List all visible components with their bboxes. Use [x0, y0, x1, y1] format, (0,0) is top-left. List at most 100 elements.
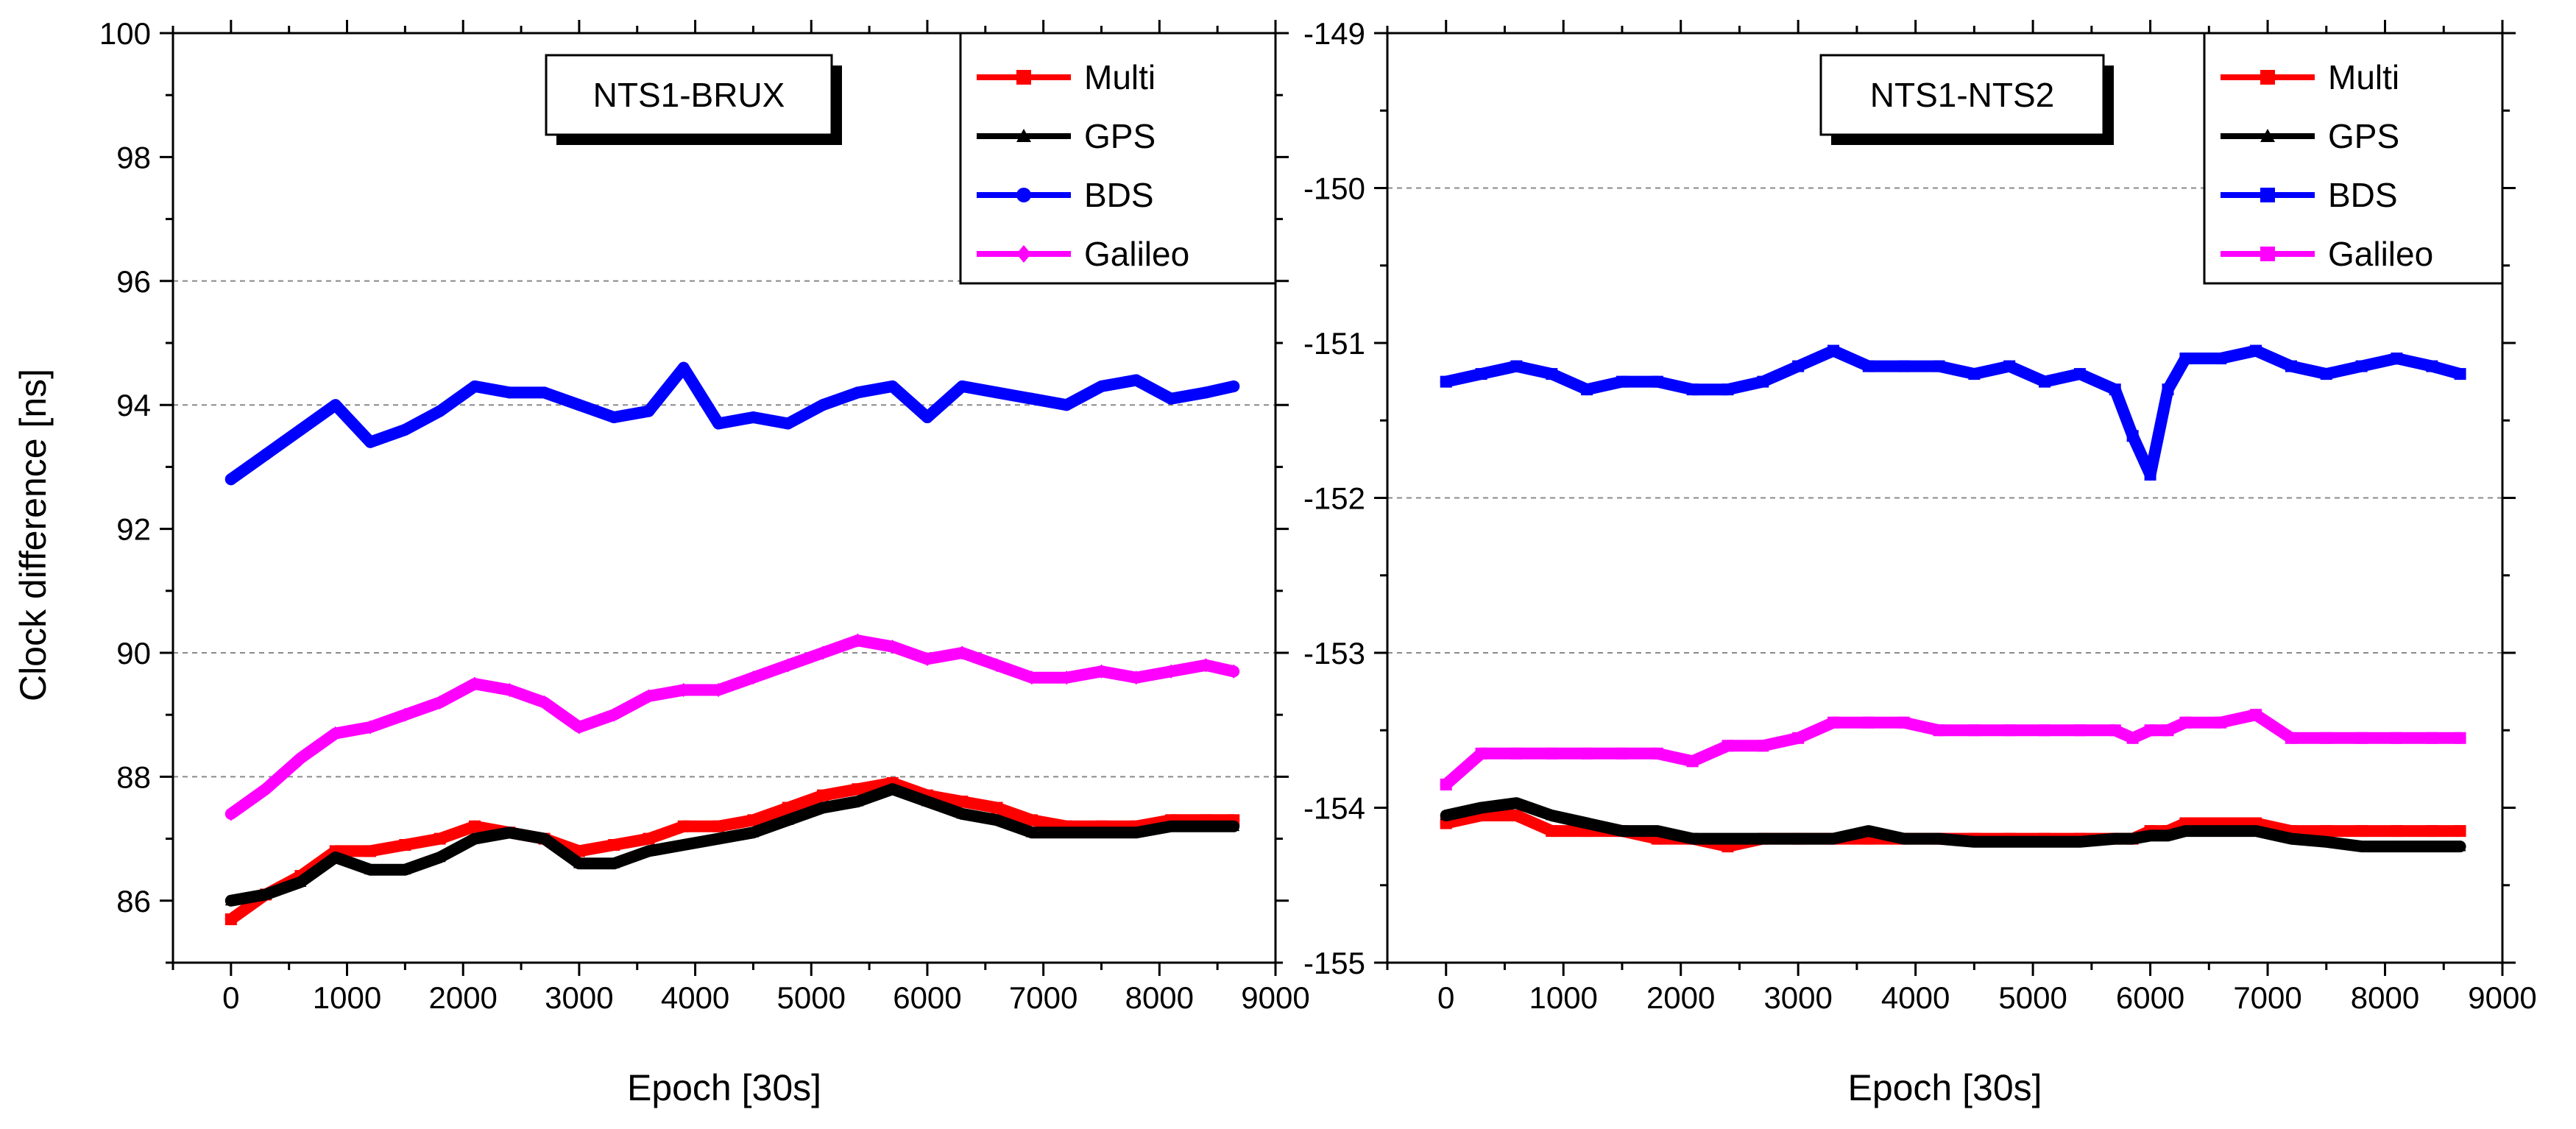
data-point-multi [1510, 810, 1523, 822]
data-point-multi [224, 913, 237, 926]
legend-marker-multi [1016, 70, 1031, 85]
data-point-bds [503, 386, 516, 399]
data-point-gps [2162, 829, 2174, 840]
x-tick-label: 4000 [1881, 980, 1950, 1015]
data-point-galileo [1933, 724, 1945, 737]
data-point-galileo [2250, 709, 2262, 721]
data-point-gps [224, 894, 237, 906]
data-point-gps [1827, 832, 1839, 843]
data-point-galileo [2320, 732, 2332, 744]
data-point-galileo [921, 651, 933, 667]
data-point-galileo [468, 676, 481, 691]
data-point-gps [886, 783, 899, 794]
series-bds [1440, 344, 2466, 481]
data-point-galileo [2391, 732, 2403, 744]
data-point-gps [1792, 832, 1805, 843]
data-point-galileo [1897, 716, 1910, 729]
data-point-gps [329, 851, 342, 863]
data-point-gps [1200, 820, 1212, 832]
data-point-galileo [1165, 664, 1178, 679]
x-tick-label: 1000 [313, 980, 381, 1015]
data-point-galileo [2144, 724, 2156, 737]
data-point-gps [1130, 827, 1142, 838]
data-point-gps [1933, 832, 1945, 843]
data-point-multi [399, 839, 411, 852]
data-point-bds [1440, 375, 1452, 388]
data-point-galileo [2426, 732, 2438, 744]
x-tick-label: 6000 [2116, 980, 2184, 1015]
data-point-bds [921, 411, 933, 424]
data-point-gps [2426, 840, 2438, 852]
data-point-bds [2320, 368, 2332, 381]
x-axis-title: Epoch [30s] [1847, 1067, 2042, 1108]
data-point-gps [1165, 820, 1178, 832]
data-point-bds [2250, 344, 2262, 357]
data-point-galileo [2355, 732, 2368, 744]
data-point-gps [2285, 832, 2297, 843]
data-point-gps [1897, 832, 1910, 843]
data-point-multi [677, 820, 690, 832]
panel-nts1-nts2: 0 1000 2000 3000 4000 5000 6000 7000 8000 9000 -15… [1303, 16, 2537, 1108]
data-point-bds [329, 399, 342, 411]
series-gps [1440, 797, 2466, 853]
data-point-gps [1722, 832, 1734, 843]
data-point-gps [2215, 825, 2227, 836]
data-point-bds [294, 423, 307, 436]
panel-ntsi-brux: 0 1000 2000 3000 4000 5000 6000 7000 8000 9000 86 8… [99, 16, 1310, 1108]
data-point-galileo [364, 720, 377, 735]
data-point-galileo [1651, 747, 1663, 760]
data-point-multi [991, 801, 1003, 814]
data-point-bds [1165, 392, 1178, 405]
data-point-bds [2215, 353, 2227, 365]
data-point-bds [1722, 383, 1734, 396]
data-point-bds [2355, 360, 2368, 372]
data-point-galileo [2073, 724, 2086, 737]
data-point-gps [1581, 817, 1593, 828]
data-point-galileo [2162, 724, 2174, 737]
legend-marker-gps [1016, 129, 1031, 142]
data-point-galileo [2003, 724, 2016, 737]
data-point-bds [1061, 399, 1073, 411]
data-point-bds [643, 405, 655, 417]
data-point-galileo [1095, 664, 1108, 679]
legend-label-gps: GPS [1084, 117, 1156, 155]
data-point-bds [2426, 360, 2438, 372]
legend-marker-multi [2260, 70, 2275, 85]
data-point-multi [434, 832, 446, 845]
data-point-gps [1651, 825, 1663, 836]
data-point-galileo [712, 682, 725, 698]
y-tick-label: 86 [116, 884, 151, 919]
series-line-galileo [224, 634, 1240, 820]
legend-label-gps: GPS [2328, 117, 2399, 155]
series-bds [224, 361, 1240, 486]
data-point-bds [1095, 380, 1108, 392]
data-point-gps [921, 796, 933, 807]
data-point-bds [677, 361, 690, 374]
y-tick-label: -149 [1303, 16, 1365, 51]
data-point-multi [608, 839, 620, 852]
data-point-multi [956, 796, 969, 808]
series-galileo [224, 633, 1240, 821]
data-point-bds [712, 417, 725, 430]
data-point-galileo [677, 682, 690, 698]
data-point-bds [782, 417, 794, 430]
data-point-multi [782, 801, 794, 814]
x-tick-label: 1000 [1529, 980, 1597, 1015]
legend-label-bds: BDS [2328, 176, 2398, 214]
data-point-galileo [503, 682, 516, 698]
data-point-bds [573, 399, 585, 411]
data-point-galileo [1968, 724, 1981, 737]
data-point-multi [2320, 825, 2332, 838]
data-point-bds [747, 411, 760, 424]
y-tick-label: -150 [1303, 171, 1365, 206]
data-point-bds [364, 436, 377, 448]
x-tick-label: 3000 [545, 980, 613, 1015]
data-point-bds [1933, 360, 1945, 372]
data-point-bds [2126, 430, 2139, 442]
x-tick-label: 7000 [1009, 980, 1078, 1015]
data-point-gps [260, 888, 272, 899]
data-point-bds [2003, 360, 2016, 372]
series-line-gps [1440, 797, 2466, 853]
y-tick-label: 88 [116, 760, 151, 794]
data-point-gps [2073, 835, 2086, 847]
